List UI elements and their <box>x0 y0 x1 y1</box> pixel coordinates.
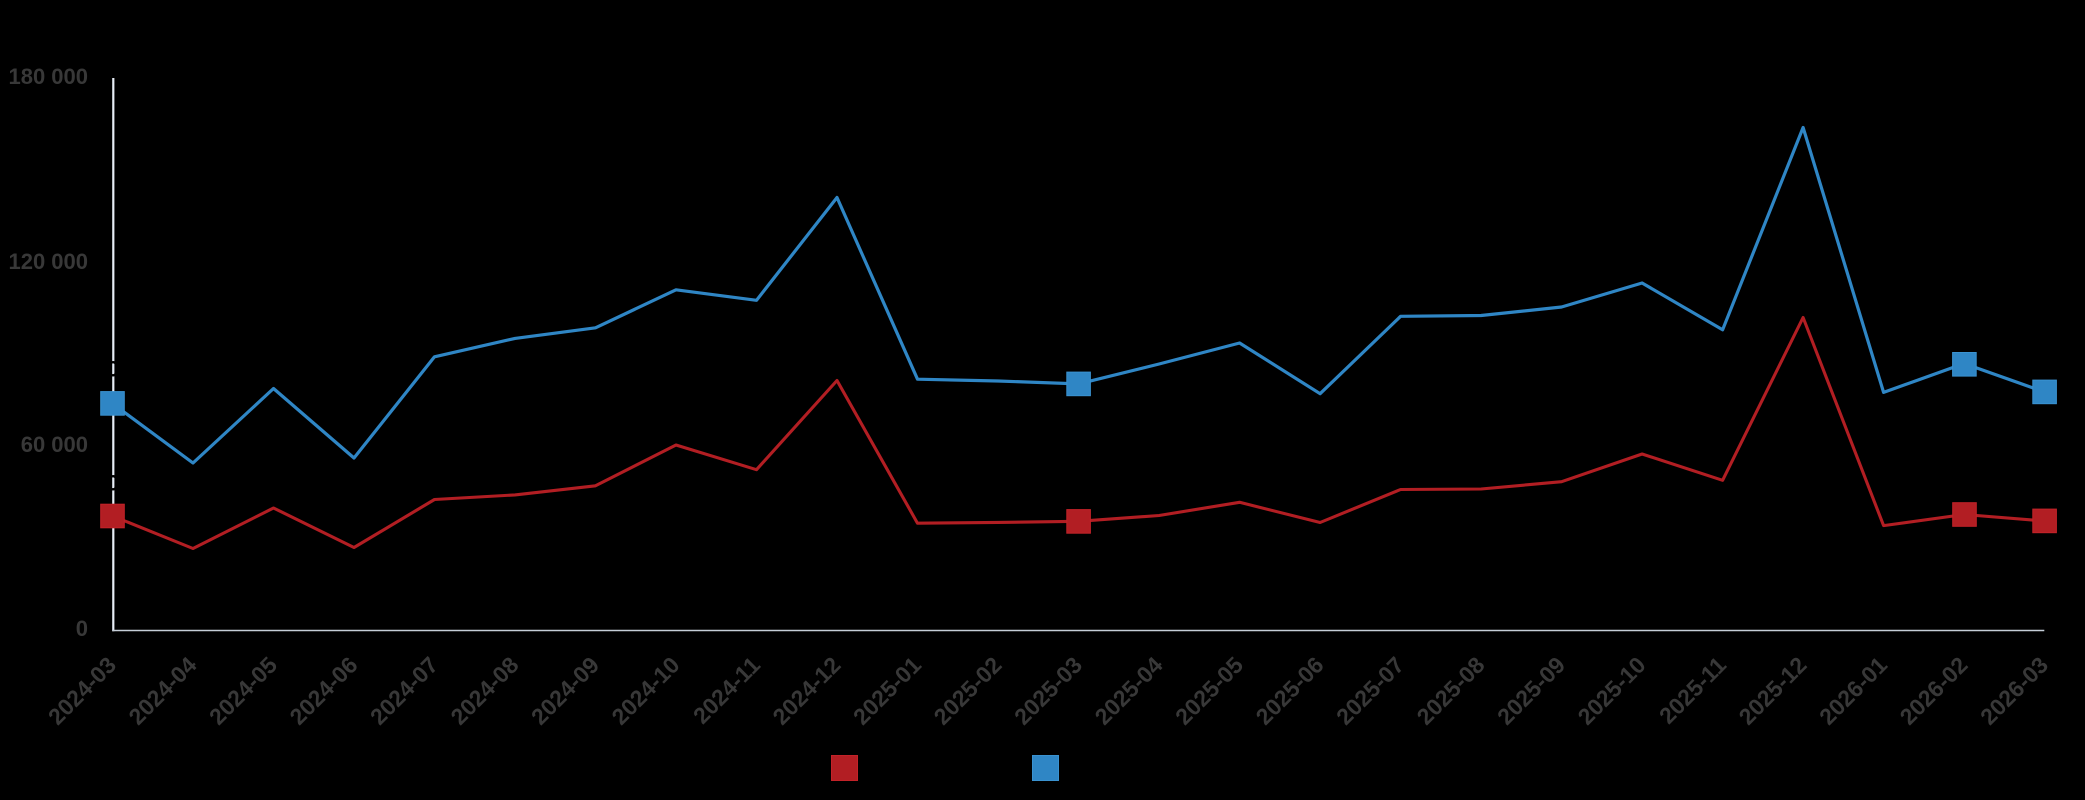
svg-text:180 000: 180 000 <box>8 64 88 89</box>
svg-text:0: 0 <box>76 616 88 641</box>
svg-text:60 000: 60 000 <box>21 432 88 457</box>
svg-text:Serie 1: Serie 1 <box>868 756 940 781</box>
svg-text:0: 0 <box>107 471 119 496</box>
svg-text:0: 0 <box>107 357 119 382</box>
svg-text:120 000: 120 000 <box>8 249 88 274</box>
svg-text:Serie 2: Serie 2 <box>1069 756 1141 781</box>
